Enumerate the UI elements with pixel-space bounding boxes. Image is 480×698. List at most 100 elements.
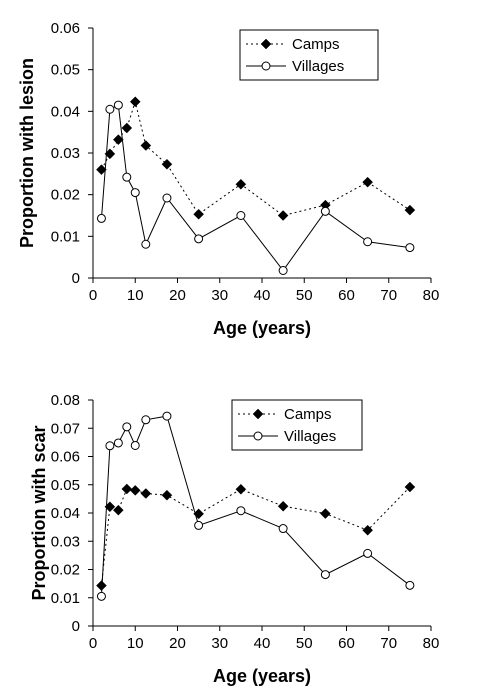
y-tick-label: 0.03 <box>51 145 80 162</box>
legend-label: Camps <box>284 406 332 423</box>
y-tick-label: 0.03 <box>51 533 80 550</box>
data-point-diamond <box>121 122 133 134</box>
data-point-circle <box>105 104 115 114</box>
y-tick-label: 0.04 <box>51 103 80 120</box>
x-tick-label: 0 <box>89 635 97 652</box>
data-point-diamond <box>161 489 173 501</box>
chart-2: 0 0.01 0.02 0.03 0.04 0.05 0.06 0.07 0.08 0 10 20 30… <box>29 392 439 686</box>
data-point-circle <box>141 239 151 249</box>
x-tick-label: 60 <box>338 635 355 652</box>
data-point-diamond <box>161 158 173 170</box>
series-line <box>101 99 411 217</box>
series-villages <box>96 411 415 601</box>
y-tick-label: 0.06 <box>51 20 80 37</box>
x-tick-label: 40 <box>254 287 271 304</box>
data-point-circle <box>405 580 415 590</box>
data-point-circle <box>113 100 123 110</box>
legend-label: Villages <box>292 58 344 75</box>
data-point-circle <box>278 266 288 275</box>
data-point-diamond <box>193 208 204 220</box>
data-point-circle <box>363 237 373 247</box>
data-point-circle <box>320 570 330 580</box>
x-axis-label: Age (years) <box>213 666 311 686</box>
x-tick-label: 50 <box>296 287 313 304</box>
legend-label: Camps <box>292 36 340 53</box>
data-point-circle <box>278 524 288 534</box>
legend: Camps Villages <box>239 29 379 81</box>
data-point-circle <box>194 520 204 530</box>
x-tick-label: 20 <box>169 287 186 304</box>
x-tick-label: 80 <box>423 635 440 652</box>
y-tick-label: 0.04 <box>51 505 80 522</box>
data-point-circle <box>194 234 204 244</box>
y-axis-label: Proportion with lesion <box>17 58 37 248</box>
data-point-circle <box>130 440 140 450</box>
data-point-circle <box>122 422 132 432</box>
y-tick-label: 0.01 <box>51 590 80 607</box>
data-point-diamond <box>362 524 373 536</box>
data-point-diamond <box>129 485 141 496</box>
x-tick-label: 80 <box>423 287 440 304</box>
data-point-diamond <box>277 500 289 512</box>
data-point-circle <box>96 213 106 223</box>
data-point-circle <box>105 441 115 451</box>
x-tick-label: 50 <box>296 635 313 652</box>
series-camps <box>96 96 416 221</box>
y-tick-label: 0.02 <box>51 187 80 204</box>
y-tick-label: 0.06 <box>51 449 80 466</box>
data-point-diamond <box>96 164 107 176</box>
x-tick-label: 40 <box>254 635 271 652</box>
y-tick-label: 0 <box>72 618 80 635</box>
x-tick-label: 30 <box>211 635 228 652</box>
y-tick-label: 0 <box>72 270 80 287</box>
data-point-diamond <box>121 483 133 495</box>
data-point-diamond <box>362 176 373 188</box>
data-point-circle <box>113 438 123 448</box>
x-tick-label: 60 <box>338 287 355 304</box>
y-axis-label: Proportion with scar <box>29 425 49 600</box>
data-point-circle <box>363 548 373 558</box>
data-point-circle <box>236 211 246 220</box>
x-tick-label: 70 <box>380 635 397 652</box>
data-point-circle <box>122 172 132 182</box>
data-point-diamond <box>112 504 124 516</box>
data-point-diamond <box>112 134 124 146</box>
series-camps <box>96 481 416 591</box>
data-point-diamond <box>404 204 416 216</box>
y-tick-label: 0.02 <box>51 562 80 579</box>
x-tick-label: 30 <box>211 287 228 304</box>
data-point-circle <box>320 206 330 216</box>
data-point-diamond <box>320 508 331 519</box>
data-point-circle <box>162 411 172 421</box>
data-point-diamond <box>140 488 152 499</box>
x-tick-label: 70 <box>380 287 397 304</box>
data-point-circle <box>96 591 106 601</box>
data-point-circle <box>130 188 140 198</box>
data-point-diamond <box>235 178 247 190</box>
legend: Camps Villages <box>231 399 363 451</box>
data-point-diamond <box>235 483 247 495</box>
series-line <box>100 486 411 586</box>
x-tick-label: 20 <box>169 635 186 652</box>
data-point-diamond <box>277 210 289 221</box>
data-point-circle <box>236 506 246 516</box>
x-tick-label: 0 <box>89 287 97 304</box>
data-point-circle <box>405 243 415 253</box>
data-point-diamond <box>129 96 141 108</box>
data-point-circle <box>253 431 263 441</box>
x-tick-label: 10 <box>127 635 144 652</box>
data-point-diamond <box>252 408 264 420</box>
data-point-diamond <box>260 38 272 50</box>
y-tick-label: 0.05 <box>51 477 80 494</box>
data-point-diamond <box>140 140 152 151</box>
data-point-diamond <box>404 481 416 493</box>
chart-1: 0 0.01 0.02 0.03 0.04 0.05 0.06 0 10 20 30 40 50 60 70… <box>17 20 439 338</box>
legend-label: Villages <box>284 428 336 445</box>
x-axis-label: Age (years) <box>213 318 311 338</box>
data-point-circle <box>162 193 172 203</box>
legend-box <box>231 399 363 451</box>
x-tick-label: 10 <box>127 287 144 304</box>
y-tick-label: 0.01 <box>51 228 80 245</box>
data-point-circle <box>261 61 271 71</box>
